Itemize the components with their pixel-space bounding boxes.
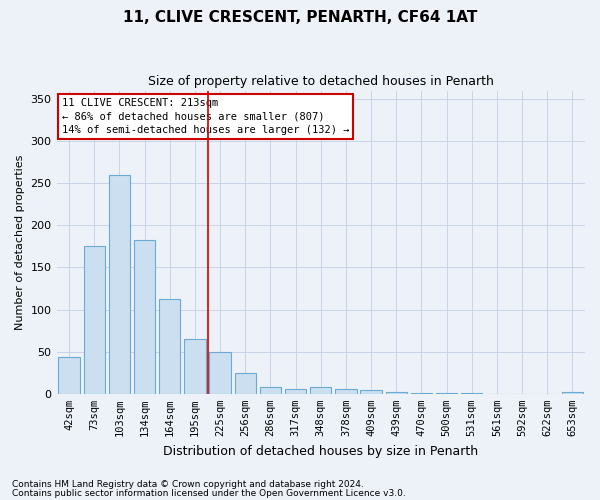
X-axis label: Distribution of detached houses by size in Penarth: Distribution of detached houses by size … xyxy=(163,444,478,458)
Bar xyxy=(386,392,407,394)
Text: Contains HM Land Registry data © Crown copyright and database right 2024.: Contains HM Land Registry data © Crown c… xyxy=(12,480,364,489)
Bar xyxy=(58,356,80,394)
Bar xyxy=(461,393,482,394)
Bar xyxy=(260,387,281,394)
Bar xyxy=(184,339,206,394)
Bar xyxy=(159,300,181,394)
Text: 11 CLIVE CRESCENT: 213sqm
← 86% of detached houses are smaller (807)
14% of semi: 11 CLIVE CRESCENT: 213sqm ← 86% of detac… xyxy=(62,98,349,134)
Bar xyxy=(310,387,331,394)
Bar xyxy=(436,393,457,394)
Bar xyxy=(335,389,356,394)
Bar xyxy=(285,389,307,394)
Bar xyxy=(562,392,583,394)
Bar xyxy=(134,240,155,394)
Bar xyxy=(83,246,105,394)
Y-axis label: Number of detached properties: Number of detached properties xyxy=(15,154,25,330)
Bar xyxy=(411,393,432,394)
Title: Size of property relative to detached houses in Penarth: Size of property relative to detached ho… xyxy=(148,75,494,88)
Bar xyxy=(361,390,382,394)
Text: 11, CLIVE CRESCENT, PENARTH, CF64 1AT: 11, CLIVE CRESCENT, PENARTH, CF64 1AT xyxy=(123,10,477,25)
Bar xyxy=(235,372,256,394)
Bar xyxy=(209,352,231,394)
Bar xyxy=(109,175,130,394)
Text: Contains public sector information licensed under the Open Government Licence v3: Contains public sector information licen… xyxy=(12,488,406,498)
